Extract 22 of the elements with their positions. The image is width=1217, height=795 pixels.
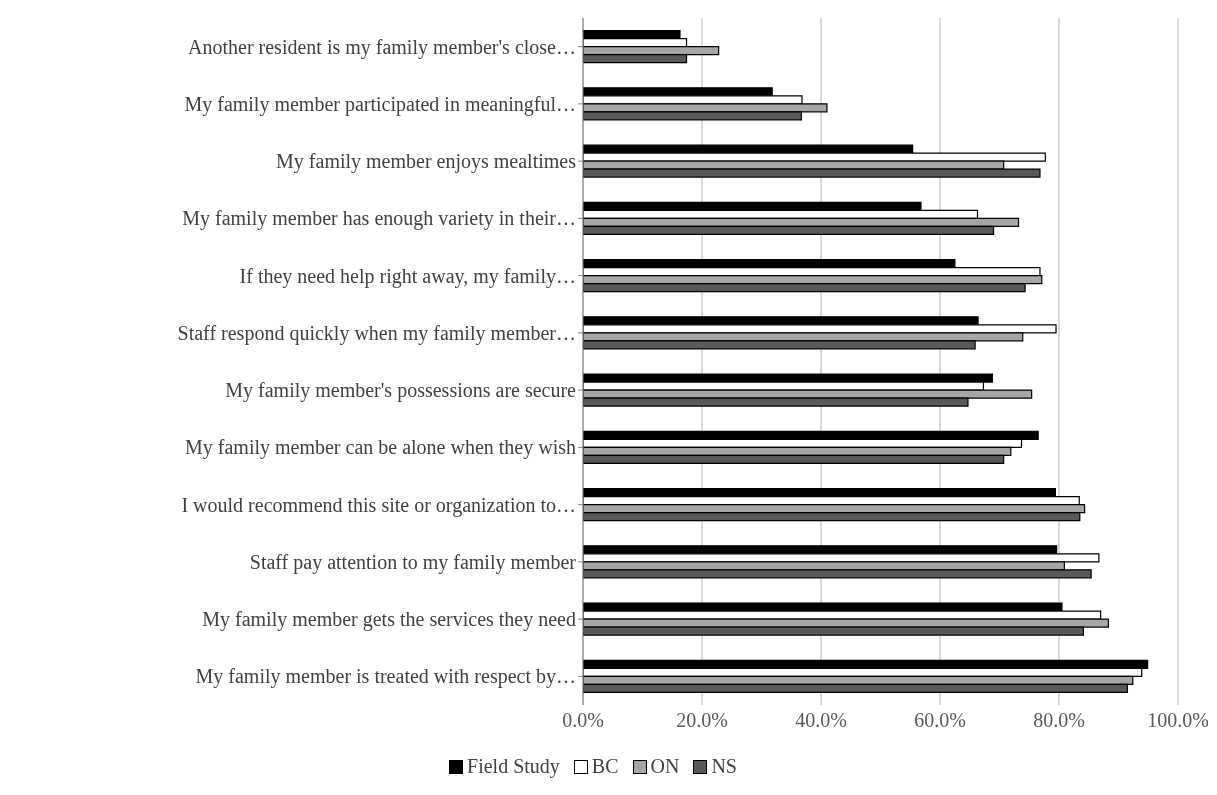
y-tick-label: I would recommend this site or organization to… <box>181 493 576 517</box>
y-tick-label: Staff pay attention to my family member <box>249 550 577 574</box>
y-tick-label: Staff respond quickly when my family member… <box>177 321 576 345</box>
x-tick-label: 20.0% <box>676 709 728 732</box>
x-tick-label: 0.0% <box>562 709 604 732</box>
y-tick-label: My family member participated in meaningful… <box>184 92 576 116</box>
x-tick-label: 40.0% <box>795 709 847 732</box>
x-tick-label: 80.0% <box>1033 709 1085 732</box>
y-tick-label: Another resident is my family member's close… <box>188 35 576 59</box>
y-tick-label: My family member is treated with respect by… <box>195 665 576 689</box>
y-tick-label: If they need help right away, my family… <box>239 264 576 288</box>
x-tick-label: 60.0% <box>914 709 966 732</box>
legend-label: ON <box>650 755 680 778</box>
y-tick-label: My family member can be alone when they wish <box>185 436 576 460</box>
y-tick-label: My family member enjoys mealtimes <box>276 150 577 174</box>
legend-label: Field Study <box>467 755 560 778</box>
legend-label: NS <box>711 755 737 778</box>
x-tick-label: 100.0% <box>1147 709 1209 732</box>
legend-label: BC <box>591 755 619 778</box>
y-tick-label: My family member has enough variety in their… <box>182 207 576 231</box>
y-tick-label: My family member gets the services they need <box>202 608 576 632</box>
y-tick-label: My family member's possessions are secure <box>225 379 577 403</box>
